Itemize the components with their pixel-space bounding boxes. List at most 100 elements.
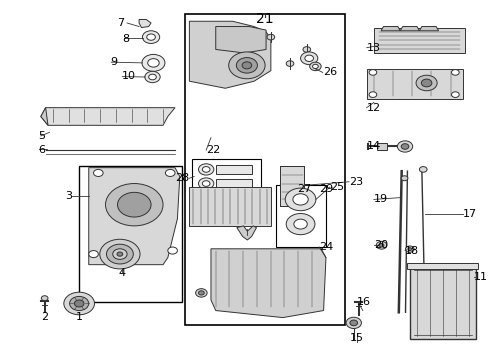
Bar (407, 263, 477, 269)
Circle shape (64, 292, 94, 315)
Circle shape (242, 62, 251, 69)
Text: 26: 26 (323, 67, 337, 77)
Bar (409, 266, 475, 339)
Circle shape (112, 249, 127, 259)
Polygon shape (236, 226, 256, 240)
Text: 20: 20 (373, 240, 387, 250)
Circle shape (285, 61, 293, 66)
Text: 22: 22 (206, 145, 220, 155)
Circle shape (400, 176, 407, 181)
Text: 11: 11 (472, 272, 487, 282)
Circle shape (285, 188, 315, 211)
Circle shape (312, 64, 318, 68)
Bar (184, 14, 345, 325)
Text: 18: 18 (404, 246, 418, 256)
Text: 16: 16 (356, 297, 370, 307)
Circle shape (117, 252, 122, 256)
Bar (373, 28, 464, 53)
Text: 6: 6 (39, 145, 45, 155)
Circle shape (142, 31, 160, 44)
Circle shape (198, 164, 213, 175)
Circle shape (407, 248, 411, 251)
Bar (280, 166, 304, 207)
Circle shape (397, 141, 412, 152)
Circle shape (450, 69, 458, 75)
Bar (376, 143, 386, 150)
Circle shape (144, 71, 160, 83)
Text: 5: 5 (39, 131, 45, 141)
Circle shape (41, 296, 48, 301)
Circle shape (303, 47, 310, 52)
Circle shape (89, 251, 98, 258)
Circle shape (349, 320, 357, 326)
Polygon shape (419, 27, 438, 31)
Circle shape (368, 69, 376, 75)
Text: 9: 9 (110, 57, 117, 67)
Text: 23: 23 (348, 177, 363, 187)
Circle shape (202, 181, 209, 186)
Circle shape (167, 247, 177, 254)
Bar (275, 185, 325, 247)
Circle shape (450, 92, 458, 98)
Circle shape (106, 244, 133, 264)
Polygon shape (215, 27, 265, 53)
Circle shape (266, 34, 274, 40)
Text: 2: 2 (41, 312, 48, 322)
Circle shape (117, 192, 151, 217)
Circle shape (421, 79, 431, 87)
Text: 27: 27 (297, 184, 311, 194)
Circle shape (304, 55, 313, 62)
Circle shape (236, 58, 257, 73)
Text: 19: 19 (373, 194, 387, 204)
Circle shape (309, 62, 321, 71)
Text: 29: 29 (318, 184, 332, 194)
Circle shape (419, 167, 426, 172)
Text: 14: 14 (366, 141, 380, 152)
Circle shape (74, 300, 84, 307)
Polygon shape (189, 187, 270, 226)
Text: 10: 10 (122, 71, 136, 81)
Text: 28: 28 (175, 173, 189, 183)
Text: 12: 12 (366, 103, 380, 113)
Circle shape (100, 239, 140, 269)
Polygon shape (210, 249, 325, 318)
Polygon shape (380, 27, 399, 31)
Text: 24: 24 (318, 242, 332, 252)
Circle shape (376, 242, 386, 249)
Bar (191, 159, 261, 207)
Polygon shape (139, 19, 151, 28)
Circle shape (405, 246, 413, 252)
Text: 15: 15 (349, 333, 364, 343)
Text: 25: 25 (329, 182, 343, 192)
Text: 7: 7 (117, 18, 124, 28)
Circle shape (105, 184, 163, 226)
Circle shape (69, 296, 89, 311)
Text: 21: 21 (256, 12, 273, 26)
Text: 4: 4 (119, 268, 125, 278)
Circle shape (198, 291, 204, 295)
Polygon shape (399, 27, 419, 31)
Circle shape (146, 34, 155, 40)
Text: 17: 17 (462, 208, 476, 219)
Circle shape (198, 178, 213, 189)
Circle shape (148, 74, 156, 80)
Circle shape (142, 54, 164, 71)
Circle shape (202, 167, 209, 172)
Polygon shape (41, 108, 175, 125)
Circle shape (368, 92, 376, 98)
Polygon shape (189, 21, 270, 88)
Circle shape (378, 243, 383, 247)
Bar (215, 165, 251, 174)
Text: 8: 8 (122, 34, 129, 44)
Text: 13: 13 (366, 43, 380, 53)
Circle shape (415, 75, 436, 91)
Polygon shape (41, 108, 48, 125)
Circle shape (293, 219, 306, 229)
Circle shape (285, 213, 314, 235)
Bar (79, 166, 182, 302)
Circle shape (228, 52, 264, 79)
Bar (215, 179, 251, 188)
Text: 1: 1 (76, 312, 82, 322)
Circle shape (147, 59, 159, 67)
Circle shape (292, 194, 307, 205)
